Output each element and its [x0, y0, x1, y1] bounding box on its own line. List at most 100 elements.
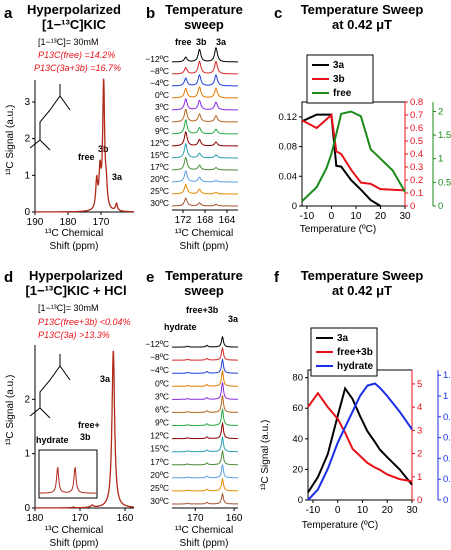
series-line-3a	[301, 113, 382, 207]
y-tick-label: 0	[443, 495, 448, 506]
y-tick-label: 40	[292, 434, 303, 445]
temperature-label: 3ºC	[155, 391, 169, 401]
series-line-hydrate	[307, 382, 413, 501]
x-tick-label: 180	[27, 513, 44, 524]
x-tick-label: 160	[226, 513, 243, 524]
temperature-label: 12ºC	[150, 138, 169, 148]
chart-panel-f: -10010203002040608001234500.20.40.60.811…	[292, 327, 451, 516]
temperature-label: 15ºC	[150, 444, 169, 454]
panel-b-xlabel-1: ¹³C Chemical	[175, 228, 233, 239]
spectrum-trace	[172, 47, 238, 63]
temperature-label: 30ºC	[150, 496, 169, 506]
y-tick-label: 0.8	[443, 412, 451, 423]
temperature-label: 6ºC	[155, 404, 169, 414]
y-tick-label: 2	[24, 394, 30, 405]
x-tick-label: 10	[350, 211, 362, 222]
molecule-structure-d	[29, 354, 71, 419]
spectrum-line	[35, 350, 135, 509]
y-tick-label: 0	[438, 201, 443, 212]
panel-e-peak-free3b: free+3b	[186, 305, 219, 315]
spectrum-trace	[172, 335, 238, 348]
panel-letter-d: d	[4, 269, 13, 286]
plot-frame	[307, 369, 413, 501]
y-tick-label: 1.2	[443, 370, 451, 381]
y-tick-label: 20	[292, 464, 303, 475]
series-line-3a	[307, 386, 413, 493]
molecule-structure-a	[29, 84, 71, 151]
legend-label: 3a	[333, 60, 345, 71]
panel-c-title-1: Temperature Sweep	[301, 2, 424, 17]
y-tick-label: 0.04	[279, 171, 298, 182]
panel-a-pol-1: P13C(free) =14.2%	[38, 50, 115, 60]
y-tick-label: 1.5	[438, 130, 451, 141]
y-tick-label: 0.5	[410, 136, 423, 147]
y-tick-label: 0.6	[410, 123, 423, 134]
panel-f-title-1: Temperature Sweep	[301, 268, 424, 283]
y-tick-label: 1	[443, 391, 448, 402]
spectrum-line	[35, 78, 134, 213]
y-tick-label: 2	[417, 449, 422, 460]
panel-d-title-2: [1−¹³C]KIC + HCl	[25, 283, 126, 298]
panel-f-title-2: at 0.42 μT	[332, 283, 392, 298]
y-tick-label: 0.8	[410, 97, 423, 108]
panel-letter-e: e	[146, 269, 154, 286]
temperature-label: 15ºC	[150, 150, 169, 160]
temperature-label: 6ºC	[155, 114, 169, 124]
x-tick-label: 180	[60, 217, 77, 228]
panel-a-title-1: Hyperpolarized	[27, 2, 121, 17]
y-tick-label: 0.12	[279, 112, 298, 123]
panel-e-xlabel-2: Shift (ppm)	[180, 538, 229, 549]
temperature-label: 0ºC	[155, 378, 169, 388]
panel-d-peak-free3b-2: 3b	[80, 432, 91, 442]
temperature-label: 20ºC	[150, 174, 169, 184]
panel-e-peak-hydrate: hydrate	[164, 322, 197, 332]
panel-a-conc: [1−¹³C]= 30mM	[38, 37, 99, 47]
legend-label: free+3b	[337, 347, 373, 358]
y-tick-label: 80	[292, 373, 303, 384]
panel-b-peak-3a: 3a	[216, 37, 227, 47]
panel-c-xlabel: Temperature (ºC)	[300, 224, 376, 235]
temperature-label: 25ºC	[150, 483, 169, 493]
y-tick-label: 0.7	[410, 110, 423, 121]
panel-letter-c: c	[274, 5, 282, 22]
legend-label: hydrate	[337, 361, 374, 372]
panel-a-ylabel: ¹³C Signal (a.u.)	[5, 105, 16, 176]
panel-d-conc: [1−¹³C]= 30mM	[38, 303, 99, 313]
axis-frame	[34, 80, 134, 213]
y-tick-label: 0	[417, 495, 422, 506]
spectrum-trace	[172, 477, 238, 492]
spectrum-trace	[172, 170, 238, 183]
chart-panel-c: -10 0 10 20 3000.040.080.1200.10.20.30.40.50…	[279, 54, 451, 222]
chart-panel-e: −12ºC −8ºC −4ºC 0ºC 3ºC 6ºC 9ºC 12ºC 15ºC 17ºC 20º…	[145, 335, 243, 524]
legend-label: free	[333, 88, 352, 99]
y-tick-label: 0	[410, 201, 415, 212]
y-tick-label: 1	[438, 154, 443, 165]
x-tick-label: 170	[187, 513, 204, 524]
panel-b-title-2: sweep	[184, 17, 224, 32]
spectrum-trace	[172, 156, 238, 171]
panel-letter-b: b	[146, 5, 155, 22]
spectrum-trace	[172, 60, 238, 75]
temperature-label: −8ºC	[150, 352, 169, 362]
panel-e-title-1: Temperature	[165, 268, 243, 283]
temperature-label: 12ºC	[150, 431, 169, 441]
temperature-label: 9ºC	[155, 418, 169, 428]
panel-d-xlabel-2: Shift (ppm)	[50, 538, 99, 549]
panel-f-ylabel: ¹³C Signal (a.u.)	[260, 420, 271, 491]
x-tick-label: 160	[117, 513, 134, 524]
x-tick-label: 170	[93, 217, 110, 228]
panel-d-peak-free3b-1: free+	[78, 420, 100, 430]
x-tick-label: 190	[27, 217, 44, 228]
y-tick-label: 0.6	[443, 433, 451, 444]
spectrum-trace	[172, 357, 239, 374]
panel-d-peak-3a: 3a	[100, 374, 111, 384]
panel-d-ylabel: ¹³C Signal (a.u.)	[5, 375, 16, 446]
series-line-3b	[301, 113, 406, 192]
legend-label: 3a	[337, 333, 349, 344]
panel-d-title-1: Hyperpolarized	[29, 268, 123, 283]
panel-a-peak-3b: 3b	[98, 144, 109, 154]
temperature-label: −8ºC	[150, 66, 169, 76]
x-tick-label: 170	[72, 513, 89, 524]
spectrum-trace	[172, 131, 238, 147]
